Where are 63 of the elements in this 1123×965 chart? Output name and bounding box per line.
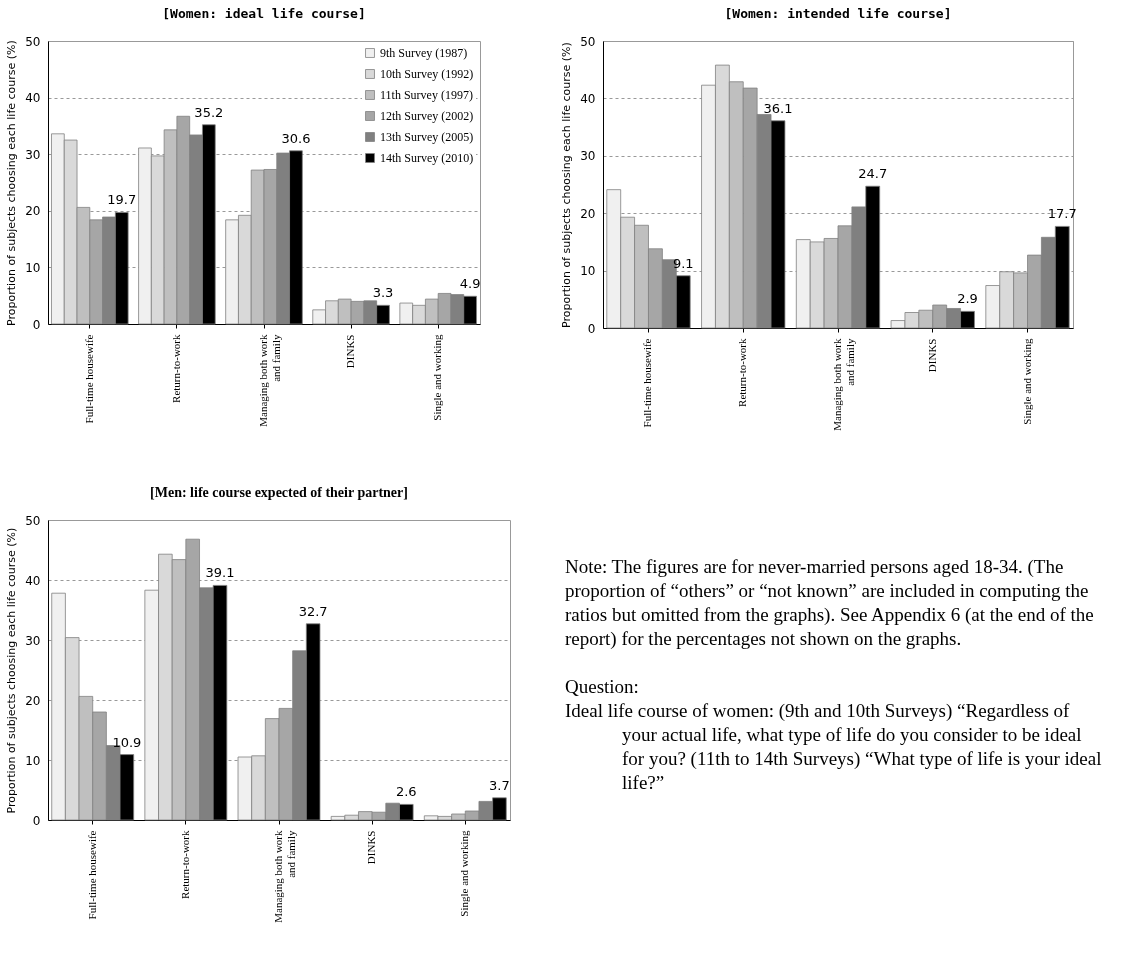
y-tick-label: 0 [32,317,41,332]
data-label: 36.1 [763,100,793,116]
chart-title: [Women: intended life course] [724,6,952,21]
data-label: 17.7 [1047,206,1077,222]
data-label: 39.1 [205,565,235,581]
y-axis-title: Proportion of subjects choosing each life course (%) [5,40,19,326]
x-tick-label: Return-to-work [736,338,749,407]
chart-title: [Men: life course expected of their partner] [150,485,408,500]
x-tick-label: Return-to-work [178,830,191,899]
data-label: 2.9 [957,291,978,307]
x-tick-label: Return-to-work [169,334,182,403]
legend-label: 10th Survey (1992) [380,67,474,81]
data-label: 2.6 [395,784,417,800]
legend-label: 12th Survey (2002) [380,109,474,123]
x-tick-label: Managing both work and family [272,830,297,923]
x-tick-label: Managing both work and family [831,338,856,431]
y-tick-label: 30 [25,147,41,162]
legend-label: 13th Survey (2005) [380,130,474,144]
data-label: 4.9 [459,276,481,292]
y-axis-title: Proportion of subjects choosing each life course (%) [5,527,19,814]
y-tick-label: 30 [580,149,596,164]
x-tick-label: Full-time housewife [85,830,98,920]
data-label: 3.7 [489,777,510,793]
y-tick-label: 20 [25,693,41,708]
x-tick-label: Managing both work and family [257,334,282,427]
x-tick-label: Single and working [431,334,444,421]
y-tick-label: 10 [25,260,41,275]
y-tick-label: 40 [25,91,41,106]
y-axis-title: Proportion of subjects choosing each life course (%) [560,42,574,328]
data-label: 30.6 [281,130,311,146]
y-tick-label: 40 [25,573,41,588]
x-tick-label: Single and working [1020,338,1033,425]
y-tick-label: 20 [580,206,596,221]
y-tick-label: 10 [580,264,596,279]
y-tick-label: 50 [25,34,41,49]
y-tick-label: 50 [580,34,596,49]
y-tick-label: 0 [587,321,596,336]
y-tick-label: 40 [580,91,596,106]
data-label: 9.1 [672,255,694,271]
legend-label: 11th Survey (1997) [380,88,473,102]
legend-label: 14th Survey (2010) [380,151,474,165]
data-label: 35.2 [194,104,224,120]
x-tick-label: DINKS [925,338,938,373]
text: Note: The figures are for never-married persons aged 18-34. (The proportion of “others” or “not known” are included in computing the ratios but omitted from the graphs). See Appendix 6 (at the end of the report) for the percentages not shown on the graphs. [565,555,1095,651]
y-tick-label: 0 [32,813,41,828]
y-tick-label: 10 [25,753,41,768]
x-tick-label: Full-time housewife [82,334,95,424]
data-label: 32.7 [298,603,328,619]
data-label: 24.7 [858,166,888,182]
y-tick-label: 30 [25,633,41,648]
legend-label: 9th Survey (1987) [380,46,468,60]
x-tick-label: Full-time housewife [641,338,654,428]
chart-title: [Women: ideal life course] [162,6,366,21]
text: Ideal life course of women: (9th and 10th Surveys) “Regardless of your actual life, what type of life do you consider to be ideal for you? (11th to 14th Surveys) “What type of life is your ideal life?” [565,699,1103,795]
x-tick-label: DINKS [344,334,357,369]
x-tick-label: Single and working [458,830,471,917]
x-tick-label: DINKS [365,830,378,865]
data-label: 19.7 [107,192,137,208]
data-label: 10.9 [112,734,142,750]
y-tick-label: 50 [25,513,41,528]
data-label: 3.3 [372,285,394,301]
y-tick-label: 20 [25,204,41,219]
text: Question: [565,675,640,699]
